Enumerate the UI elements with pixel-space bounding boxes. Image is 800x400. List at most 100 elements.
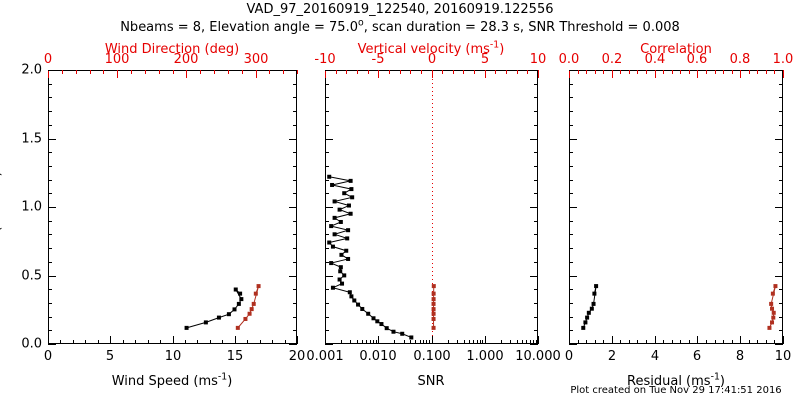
- x-major-tick: [432, 336, 433, 344]
- series-marker: [431, 291, 436, 296]
- y-minor-tick-right: [779, 152, 783, 153]
- y-minor-tick-right: [293, 317, 297, 318]
- y-minor-tick-right: [779, 234, 783, 235]
- x2-major-tick: [783, 70, 784, 78]
- y-minor-tick: [48, 193, 52, 194]
- x-tick-label: 15: [226, 349, 244, 364]
- y-minor-tick-right: [293, 125, 297, 126]
- x-tick-label: 10: [164, 349, 182, 364]
- y-minor-tick: [569, 234, 573, 235]
- y-minor-tick: [48, 152, 52, 153]
- x2-major-tick: [48, 70, 49, 78]
- y-major-tick: [48, 207, 56, 208]
- x-minor-tick: [123, 340, 124, 344]
- series-marker: [330, 244, 335, 249]
- series-marker: [589, 306, 594, 311]
- x2-tick-label: 0.4: [644, 52, 666, 67]
- x2-minor-tick: [269, 70, 270, 74]
- x2-tick-label: 200: [173, 52, 199, 67]
- x2-minor-tick: [586, 70, 587, 74]
- series-marker: [226, 312, 231, 317]
- y-minor-tick: [569, 289, 573, 290]
- series-marker: [431, 307, 436, 312]
- y-minor-tick-right: [779, 221, 783, 222]
- y-minor-tick-right: [293, 152, 297, 153]
- x2-major-tick: [432, 70, 433, 78]
- x-minor-tick: [415, 340, 416, 344]
- x-minor-tick: [448, 340, 449, 344]
- x-minor-tick: [620, 340, 621, 344]
- y-major-tick: [325, 70, 333, 71]
- y-minor-tick-right: [779, 125, 783, 126]
- y-minor-tick: [325, 97, 329, 98]
- x2-minor-tick: [228, 70, 229, 74]
- x2-minor-tick: [517, 70, 518, 74]
- y-minor-tick-right: [293, 262, 297, 263]
- x-major-tick: [325, 336, 326, 344]
- series-marker: [329, 224, 334, 229]
- x-minor-tick: [715, 340, 716, 344]
- x-minor-tick: [148, 340, 149, 344]
- y-minor-tick-right: [293, 97, 297, 98]
- x-minor-tick: [723, 340, 724, 344]
- series-marker: [337, 207, 342, 212]
- x2-minor-tick: [766, 70, 767, 74]
- y-minor-tick: [48, 248, 52, 249]
- x-major-tick: [235, 336, 236, 344]
- x-minor-tick: [98, 340, 99, 344]
- x2-minor-tick: [256, 70, 257, 74]
- panel-wind-x-axis-title-tail: ): [227, 374, 233, 389]
- series-marker: [352, 298, 357, 303]
- x-minor-tick: [706, 340, 707, 344]
- series-marker: [391, 329, 396, 334]
- x-minor-tick: [410, 340, 411, 344]
- x2-minor-tick: [495, 70, 496, 74]
- y-minor-tick: [325, 84, 329, 85]
- x2-minor-tick: [620, 70, 621, 74]
- x2-minor-tick: [283, 70, 284, 74]
- x2-major-tick: [655, 70, 656, 78]
- series-marker: [348, 178, 353, 183]
- panel-wind-x-axis-title-exponent: -1: [217, 371, 228, 383]
- x-major-tick: [655, 336, 656, 344]
- y-major-tick-right: [289, 207, 297, 208]
- series-marker: [184, 325, 189, 330]
- series-marker: [400, 331, 405, 336]
- y-minor-tick: [569, 97, 573, 98]
- y-minor-tick: [48, 303, 52, 304]
- series-marker: [770, 320, 775, 325]
- panel-snr-top-axis-title-exponent: -1: [489, 39, 500, 51]
- x-minor-tick: [210, 340, 211, 344]
- y-minor-tick: [325, 152, 329, 153]
- series-marker: [327, 240, 332, 245]
- x2-major-tick: [538, 70, 539, 78]
- y-minor-tick-right: [779, 166, 783, 167]
- x-major-tick: [485, 336, 486, 344]
- series-marker: [340, 281, 345, 286]
- y-minor-tick: [569, 111, 573, 112]
- x2-minor-tick: [297, 70, 298, 74]
- series-marker: [346, 228, 351, 233]
- y-minor-tick-right: [779, 111, 783, 112]
- x-minor-tick: [423, 340, 424, 344]
- x-minor-tick: [637, 340, 638, 344]
- x2-minor-tick: [453, 70, 454, 74]
- x-minor-tick: [629, 340, 630, 344]
- y-minor-tick-right: [534, 262, 538, 263]
- y-minor-tick: [325, 248, 329, 249]
- y-major-tick: [48, 344, 56, 345]
- x-minor-tick: [222, 340, 223, 344]
- y-minor-tick-right: [293, 330, 297, 331]
- series-marker: [338, 219, 343, 224]
- x-minor-tick: [603, 340, 604, 344]
- y-minor-tick: [569, 152, 573, 153]
- x2-major-tick: [256, 70, 257, 78]
- series-marker: [375, 319, 380, 324]
- y-minor-tick: [325, 111, 329, 112]
- y-minor-tick-right: [779, 303, 783, 304]
- y-minor-tick-right: [293, 221, 297, 222]
- series-marker: [238, 291, 243, 296]
- y-minor-tick: [48, 234, 52, 235]
- y-major-tick: [569, 70, 577, 71]
- y-minor-tick: [569, 125, 573, 126]
